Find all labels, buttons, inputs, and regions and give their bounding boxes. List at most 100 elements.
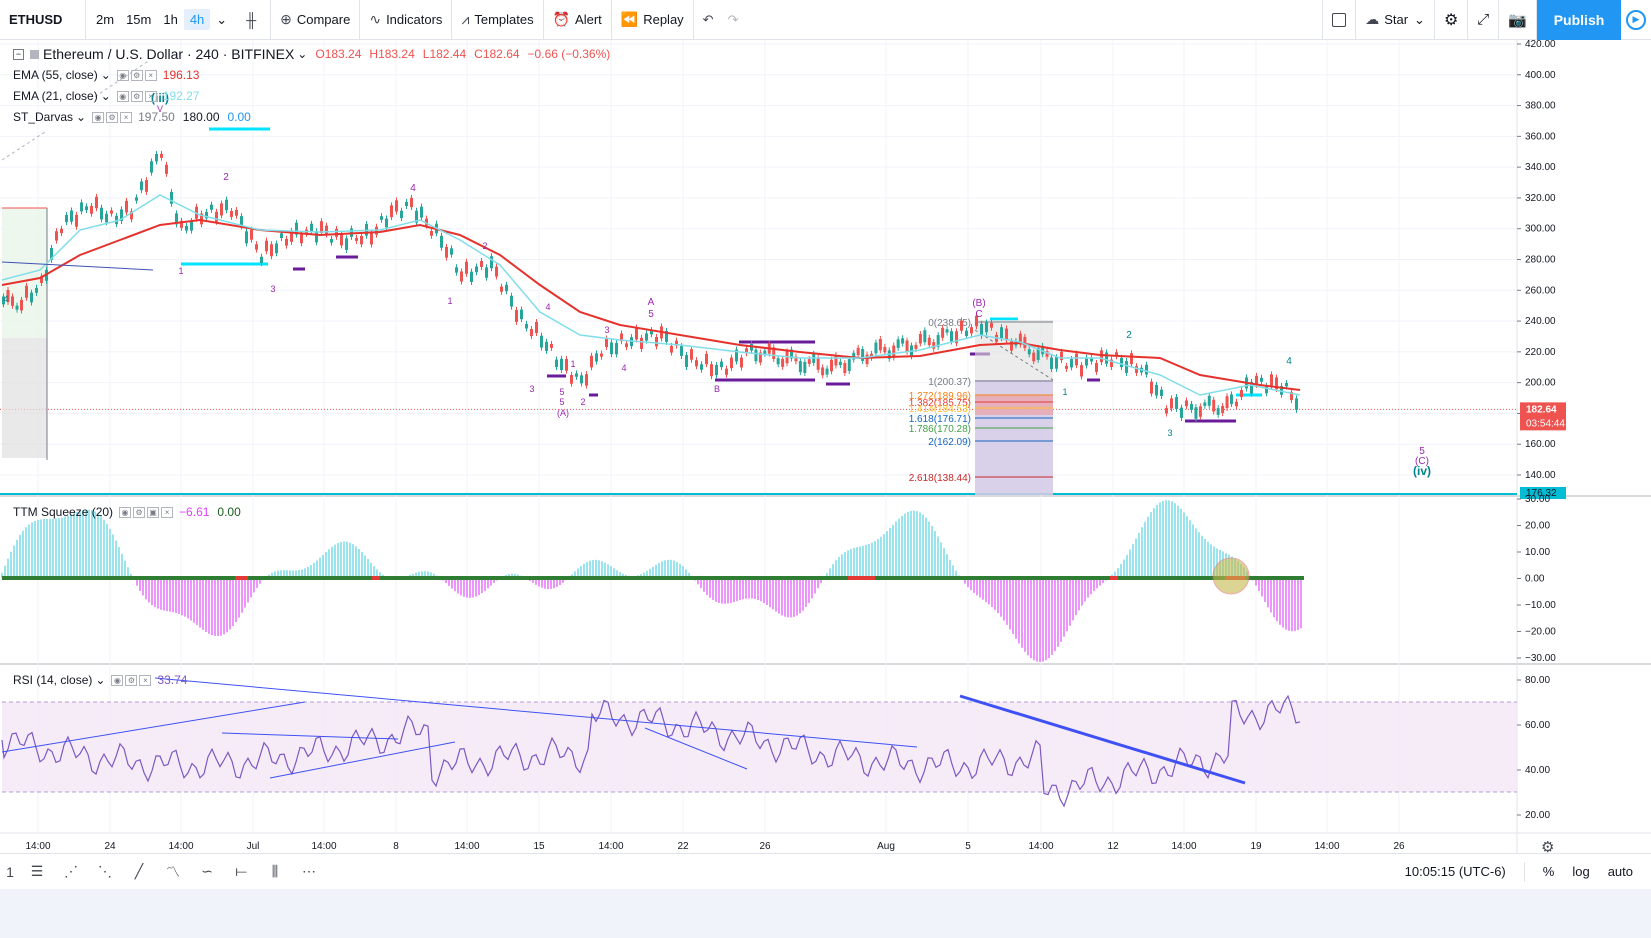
replay-label: Replay	[643, 12, 684, 27]
chevron-down-icon[interactable]: ⌄	[95, 673, 106, 687]
settings-icon[interactable]: ⚙	[125, 674, 138, 686]
wave-label: V	[157, 104, 163, 114]
collapse-icon[interactable]: −	[13, 48, 24, 60]
settings-button[interactable]: ⚙	[1435, 0, 1469, 40]
chevron-down-icon[interactable]: ⌄	[100, 68, 111, 82]
cloud-icon: ☁	[1365, 11, 1380, 27]
candle-body	[640, 337, 643, 349]
legend-buttons[interactable]: ◉ ⚙ ×	[116, 90, 157, 102]
square-icon	[1332, 12, 1347, 27]
candle-body	[1000, 327, 1003, 339]
auto-toggle[interactable]: auto	[1607, 864, 1633, 879]
wave-label: 3	[1167, 428, 1172, 438]
rsi-axis-label: 20.00	[1525, 810, 1550, 821]
close-icon[interactable]: ×	[144, 90, 157, 102]
candle-body	[1295, 398, 1298, 410]
legend-buttons[interactable]: ◉ ⚙ ×	[116, 69, 157, 81]
chevron-down-icon[interactable]: ⌄	[100, 89, 111, 103]
interval-dropdown-chevron-icon[interactable]: ⌄	[216, 11, 228, 27]
templates-button[interactable]: ⩘ Templates	[452, 0, 544, 40]
settings-icon[interactable]: ⚙	[130, 90, 143, 102]
clock-time[interactable]: 10:05:15 (UTC-6)	[1404, 864, 1506, 879]
toolbar-right: ☁ Star ⌄ ⚙ ⤢ 📷 Publish ▶	[1322, 0, 1651, 40]
settings-icon[interactable]: ⚙	[130, 69, 143, 81]
settings-icon[interactable]: ⚙	[133, 506, 146, 518]
eye-icon[interactable]: ◉	[92, 111, 105, 123]
star-layout-button[interactable]: ☁ Star ⌄	[1356, 0, 1435, 40]
candle-body	[1221, 405, 1225, 414]
alert-button[interactable]: ⏰ Alert	[544, 0, 612, 40]
abcd-pattern-icon[interactable]: ⋱	[98, 863, 112, 879]
rsi-axis-label: 40.00	[1525, 765, 1550, 776]
legend-buttons[interactable]: ◉ ⚙ ▣ ×	[119, 506, 174, 518]
replay-button[interactable]: ⏪ Replay	[612, 0, 694, 40]
close-icon[interactable]: ×	[161, 506, 174, 518]
fib-level-label: 1.382(185.75)	[909, 398, 971, 409]
select-checkbox[interactable]	[1322, 0, 1357, 40]
ttm-legend: TTM Squeeze (20) ◉ ⚙ ▣ × −6.61 0.00	[13, 505, 241, 519]
candle-body	[730, 357, 733, 369]
path-icon[interactable]: 〽	[166, 863, 180, 880]
chevron-down-icon[interactable]: ⌄	[76, 110, 87, 124]
candle-body	[680, 346, 683, 356]
drawing-tool-count[interactable]: 1	[6, 863, 14, 880]
ttm-axis-label: 0.00	[1525, 574, 1545, 585]
settings-icon[interactable]: ⚙	[106, 111, 119, 123]
templates-icon: ⩘	[461, 11, 470, 27]
wave-label: 1	[570, 359, 575, 369]
trendline-icon[interactable]: ╱	[134, 863, 144, 879]
publish-button[interactable]: Publish	[1537, 0, 1621, 40]
fullscreen-button[interactable]: ⤢	[1468, 0, 1500, 40]
eye-icon[interactable]: ◉	[116, 69, 129, 81]
horizontal-lines-icon[interactable]: ☰	[30, 863, 44, 879]
interval-1h[interactable]: 1h	[163, 12, 178, 27]
redo-icon[interactable]: ↷	[727, 11, 739, 27]
close-icon[interactable]: ×	[139, 674, 152, 686]
log-toggle[interactable]: log	[1572, 864, 1590, 879]
candle-body	[1160, 389, 1163, 396]
candle-body	[695, 360, 698, 367]
interval-2m[interactable]: 2m	[96, 12, 115, 27]
candle-body	[655, 337, 658, 347]
bars-icon[interactable]: ⫼	[271, 863, 279, 879]
candle-body	[235, 209, 238, 216]
symbol-search-button[interactable]: ETHUSD	[0, 0, 86, 40]
eye-icon[interactable]: ◉	[116, 90, 129, 102]
candle-body	[15, 305, 19, 310]
close-icon[interactable]: ×	[144, 69, 157, 81]
candle-body	[625, 343, 628, 348]
candle-body	[175, 213, 178, 225]
legend-buttons[interactable]: ◉ ⚙ ×	[111, 674, 152, 686]
interval-15m[interactable]: 15m	[126, 12, 152, 27]
chevron-down-icon[interactable]: ⌄	[297, 47, 308, 61]
more-tools-icon[interactable]: ⋯	[302, 863, 316, 879]
interval-4h[interactable]: 4h	[183, 9, 211, 30]
ray-icon[interactable]: ⟝	[235, 863, 247, 879]
indicators-label: Indicators	[386, 12, 443, 27]
legend-buttons[interactable]: ◉ ⚙ ×	[92, 111, 133, 123]
candle-body	[575, 373, 578, 377]
close-icon[interactable]: ×	[120, 111, 133, 123]
eye-icon[interactable]: ◉	[119, 506, 132, 518]
chart-type-button[interactable]: ╫	[237, 0, 272, 40]
video-button[interactable]: ▶	[1621, 0, 1651, 40]
eye-icon[interactable]: ◉	[111, 674, 124, 686]
undo-icon[interactable]: ↶	[702, 11, 714, 27]
compare-button[interactable]: ⊕ Compare	[271, 0, 361, 40]
percent-toggle[interactable]: %	[1542, 864, 1555, 879]
candle-body	[985, 322, 988, 333]
candle-body	[515, 309, 518, 322]
lock-icon[interactable]: ▣	[147, 506, 160, 518]
wave-label: A	[648, 297, 655, 308]
indicators-button[interactable]: ∿ Indicators	[360, 0, 453, 40]
pattern-icon[interactable]: ⋰	[64, 863, 78, 879]
candle-body	[690, 349, 693, 360]
candle-body	[781, 358, 785, 367]
chart-canvas[interactable]: 14:00 24 14:00 Jul 14:00 8 14:00 15 14:00 22 26 Aug…	[0, 40, 1651, 853]
candle-body	[310, 223, 313, 232]
curve-icon[interactable]: ∽	[201, 863, 213, 879]
snapshot-button[interactable]: 📷	[1499, 0, 1537, 40]
candle-body	[495, 266, 498, 277]
candle-body	[130, 211, 133, 220]
ema55-value: 196.13	[162, 68, 200, 82]
